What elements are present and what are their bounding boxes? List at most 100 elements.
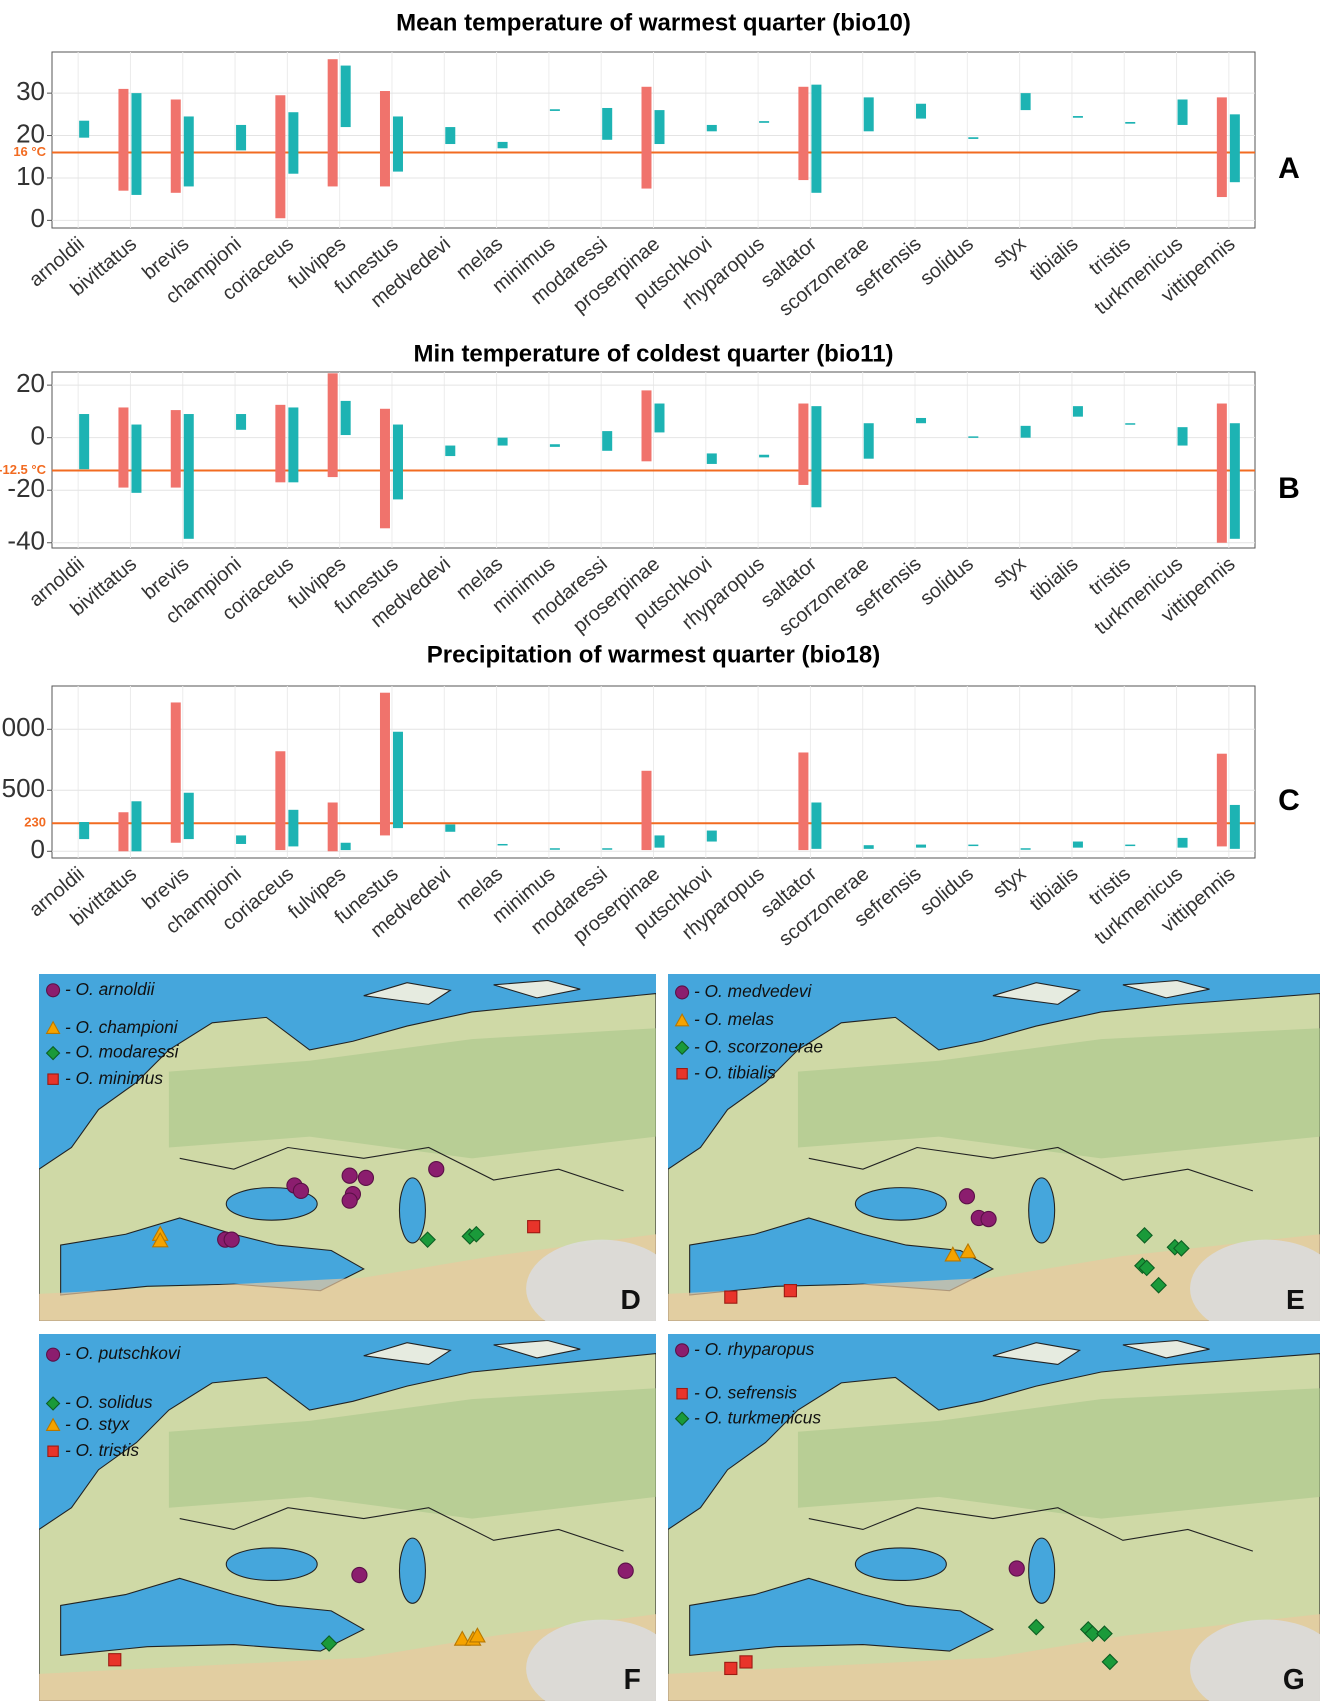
range-bar [131,425,141,493]
range-bar [1073,406,1083,417]
range-bar [798,87,808,180]
page: Mean temperature of warmest quarter (bio… [0,0,1320,1701]
y-tick-label: 0 [31,834,45,864]
legend-label: - O. sefrensis [694,1382,797,1402]
x-tick-label: solidus [916,863,978,920]
marker-square [784,1285,796,1297]
range-bar [79,822,89,839]
range-bar [811,802,821,848]
black-sea [226,1548,317,1581]
range-bar [968,436,978,438]
charts: Mean temperature of warmest quarter (bio… [0,0,1320,960]
x-tick-label: tibialis [1026,233,1083,286]
range-bar [184,793,194,839]
caspian-sea [399,1538,425,1603]
legend-label: - O. tibialis [694,1062,776,1082]
range-bar [916,104,926,119]
range-bar [118,89,128,191]
marker-circle [47,1348,60,1361]
range-bar [498,438,508,446]
y-tick-label: 0 [31,203,45,233]
range-bar [864,423,874,458]
panel-label: A [1278,152,1300,185]
range-bar [602,431,612,451]
legend-label: - O. minimus [65,1068,163,1088]
range-bar [1125,122,1135,124]
range-bar [655,404,665,433]
range-bar [341,401,351,435]
x-tick-label: solidus [916,553,978,610]
range-bar [1021,93,1031,110]
range-bar [275,95,285,218]
y-tick-label: 10 [16,161,45,191]
range-bar [798,752,808,850]
marker-circle [47,984,60,997]
marker-circle [1009,1561,1024,1576]
range-bar [811,406,821,507]
range-bar [707,831,717,842]
x-tick-label: styx [989,233,1030,273]
range-bar [1230,805,1240,849]
legend-label: - O. turkmenicus [694,1407,821,1427]
range-bar [916,418,926,423]
marker-square [725,1291,737,1303]
range-bar [328,59,338,186]
range-bar [1125,845,1135,847]
range-bar [445,824,455,831]
range-bar [642,87,652,189]
marker-circle [981,1211,996,1226]
range-bar [1021,426,1031,438]
range-bar [655,110,665,144]
marker-square [528,1221,540,1233]
range-bar [393,732,403,828]
legend-label: - O. rhyparopus [694,1339,815,1359]
range-bar [1230,114,1240,182]
range-bar [864,97,874,131]
marker-circle [959,1189,974,1204]
caspian-sea [399,1178,425,1243]
range-bar [1217,97,1227,197]
marker-circle [342,1193,357,1208]
marker-square [725,1662,737,1674]
legend-label: - O. scorzonerae [694,1036,823,1056]
marker-circle [224,1232,239,1247]
range-bar [759,121,769,123]
x-tick-label: styx [989,553,1030,593]
marker-circle [676,986,689,999]
range-bar [393,116,403,171]
caspian-sea [1029,1178,1055,1243]
range-bar [707,125,717,131]
range-bar [1217,754,1227,847]
range-bar [275,405,285,482]
panel-label: C [1278,784,1300,817]
y-tick-label: -20 [7,473,45,503]
black-sea [855,1188,946,1221]
range-bar [236,125,246,150]
range-bar [550,848,560,850]
range-bar [642,771,652,850]
marker-circle [293,1183,308,1198]
chart-title: Mean temperature of warmest quarter (bio… [396,9,911,36]
range-bar [171,702,181,842]
range-bar [916,845,926,848]
legend-label: - O. putschkovi [65,1343,182,1363]
range-bar [171,99,181,192]
y-tick-label: -40 [7,526,45,556]
chart-title: Precipitation of warmest quarter (bio18) [427,641,880,668]
panel-label: B [1278,472,1300,505]
panel-label: D [621,1284,641,1315]
marker-circle [618,1563,633,1578]
range-bar [968,845,978,847]
range-bar [184,116,194,186]
legend-label: - O. championi [65,1017,179,1037]
y-tick-label: 20 [16,368,45,398]
range-bar [445,446,455,457]
range-bar [341,66,351,127]
range-bar [1073,116,1083,118]
map-panel: - O. putschkovi- O. solidus- O. styx- O.… [39,1334,656,1701]
range-bar [864,845,874,849]
panel-label: F [624,1663,641,1695]
range-bar [288,810,298,847]
range-bar [1073,842,1083,848]
marker-circle [358,1170,373,1185]
